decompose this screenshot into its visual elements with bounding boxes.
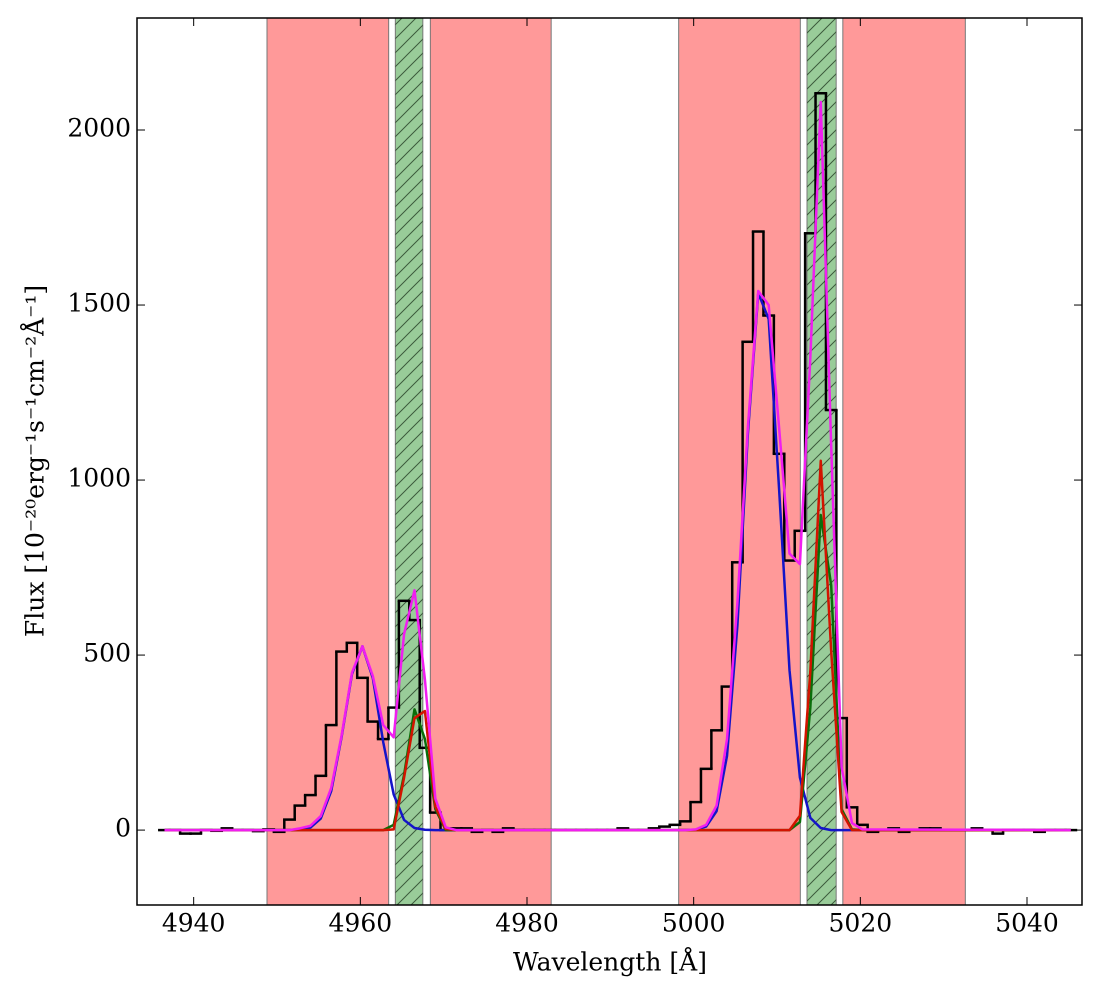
regions xyxy=(266,18,966,905)
x-tick-label: 4960 xyxy=(329,909,393,938)
y-tick-label: 2000 xyxy=(67,114,131,143)
x-tick-label: 5020 xyxy=(829,909,893,938)
model-curve xyxy=(164,100,1071,832)
shaded-region xyxy=(266,18,390,905)
x-tick-label: 4940 xyxy=(162,909,226,938)
y-tick-label: 500 xyxy=(83,639,131,668)
y-tick-label: 0 xyxy=(115,814,131,843)
shaded-region xyxy=(429,18,552,905)
y-tick-label: 1000 xyxy=(67,464,131,493)
x-tick-label: 5040 xyxy=(995,909,1059,938)
region-hatch xyxy=(395,18,423,905)
x-tick-label: 4980 xyxy=(495,909,559,938)
y-axis-label: Flux [10⁻²⁰erg⁻¹s⁻¹cm⁻²Å⁻¹] xyxy=(20,285,50,637)
lines xyxy=(158,92,1078,835)
shaded-region xyxy=(678,18,801,905)
shaded-region xyxy=(842,18,966,905)
plot-frame xyxy=(136,17,1083,906)
y-tick-label: 1500 xyxy=(67,289,131,318)
x-tick-label: 5000 xyxy=(662,909,726,938)
axes xyxy=(136,17,1083,906)
x-axis-label: Wavelength [Å] xyxy=(513,947,707,977)
